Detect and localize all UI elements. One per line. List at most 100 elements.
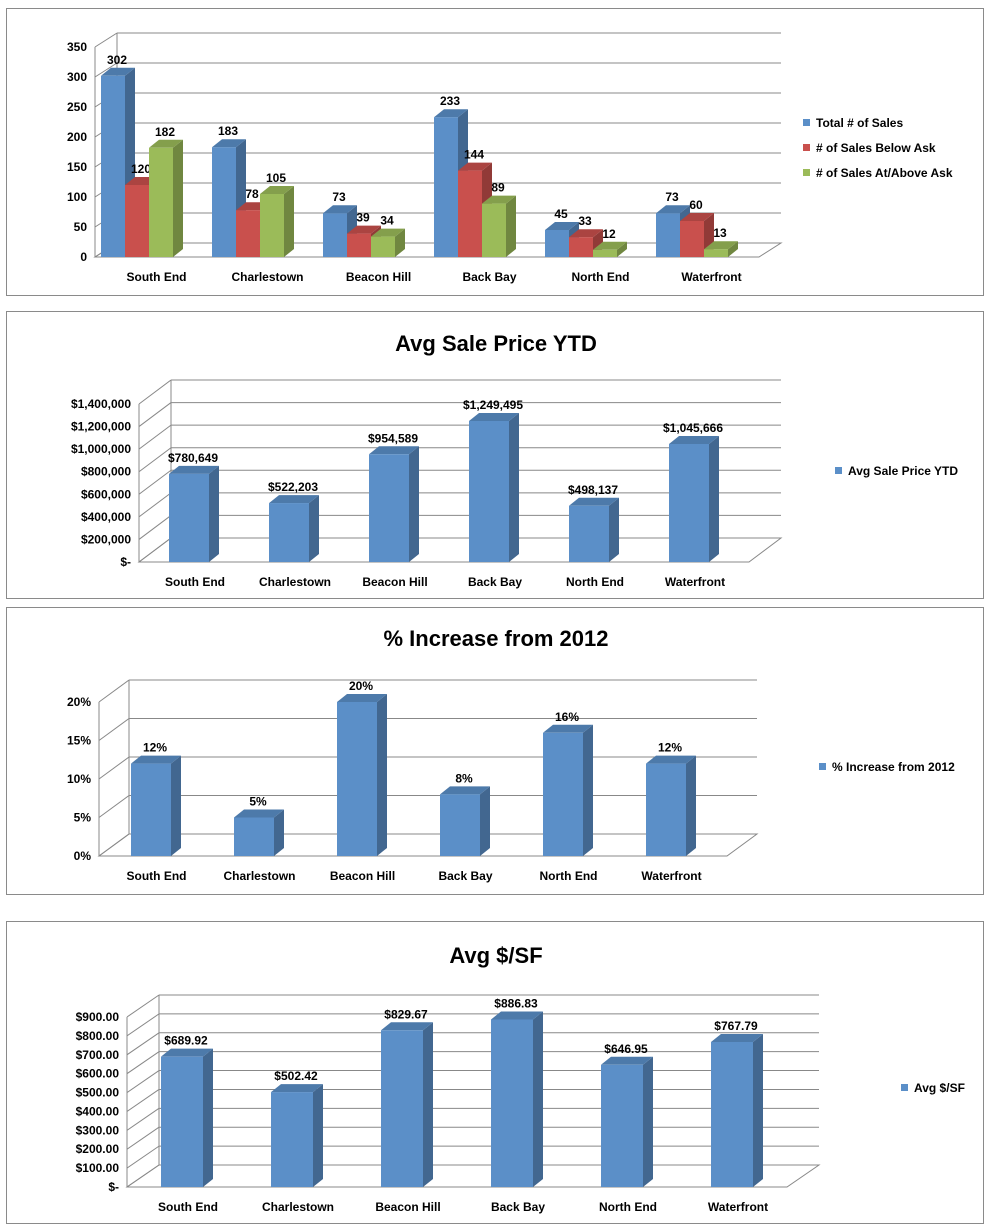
legend-label-total-of-sales: Total # of Sales <box>816 116 903 130</box>
bar-avg-sf-north-end <box>601 1064 643 1187</box>
y-tick-label: 0 <box>80 250 87 264</box>
bar-increase-from-2012-beacon-hill-side <box>377 694 387 856</box>
bar-of-sales-at-above-ask-waterfront-top <box>704 241 738 250</box>
y-tick-label: $400,000 <box>81 510 131 524</box>
y-tick-label: $200,000 <box>81 532 131 546</box>
x-tick-label: Back Bay <box>462 270 516 284</box>
avg-price-per-sf-chart: Avg $/SF $- $100.00 $200.00 $300.00 $400.00 $5… <box>76 943 965 1214</box>
bar-of-sales-at-above-ask-south-end-side <box>173 139 183 257</box>
data-label: 73 <box>665 190 679 204</box>
x-tick-label: South End <box>158 1200 218 1214</box>
bar-avg-sale-price-ytd-charlestown <box>269 503 309 562</box>
x-tick-label: Back Bay <box>491 1200 545 1214</box>
bar-avg-sale-price-ytd-south-end <box>169 473 209 562</box>
legend-swatch-increase-from-2012 <box>819 763 826 770</box>
bar-of-sales-at-above-ask-waterfront <box>704 249 728 257</box>
chart-panel-avg-price-per-sf: Avg $/SF $- $100.00 $200.00 $300.00 $400.00 $5… <box>6 921 984 1224</box>
data-label: 12 <box>602 227 616 241</box>
bar-increase-from-2012-waterfront <box>646 763 686 856</box>
gridline-diagonal <box>138 492 172 518</box>
bar-of-sales-at-above-ask-north-end-top <box>593 241 627 250</box>
bar-total-of-sales-back-bay <box>434 117 458 257</box>
bar-avg-sf-waterfront-side <box>753 1033 763 1187</box>
bar-total-of-sales-beacon-hill-top <box>323 205 357 214</box>
x-tick-label: Back Bay <box>438 869 492 883</box>
data-label: 144 <box>464 148 484 162</box>
data-label: $498,137 <box>568 483 618 497</box>
bar-of-sales-at-above-ask-beacon-hill <box>371 236 395 257</box>
data-label: $829.67 <box>384 1007 428 1021</box>
x-tick-label: Charlestown <box>223 869 295 883</box>
x-tick-label: South End <box>165 575 225 589</box>
x-tick-label: Waterfront <box>681 270 741 284</box>
bar-of-sales-at-above-ask-back-bay <box>482 203 506 257</box>
data-label: 16% <box>555 710 579 724</box>
data-label: 73 <box>332 190 346 204</box>
y-tick-label: $600.00 <box>76 1067 120 1081</box>
bar-total-of-sales-north-end <box>545 230 569 257</box>
gridline-diagonal <box>98 833 130 857</box>
x-tick-label: Beacon Hill <box>375 1200 440 1214</box>
y-tick-label: $700.00 <box>76 1048 120 1062</box>
bar-total-of-sales-waterfront <box>656 213 680 257</box>
bar-increase-from-2012-charlestown <box>234 817 274 856</box>
bar-of-sales-below-ask-back-bay <box>458 170 482 257</box>
bar-of-sales-below-ask-beacon-hill-top <box>347 225 381 234</box>
legend-swatch-avg-sf <box>901 1084 908 1091</box>
bar-avg-sf-back-bay <box>491 1019 533 1187</box>
bar-avg-sf-charlestown-top <box>271 1084 323 1093</box>
bar-of-sales-at-above-ask-beacon-hill-top <box>371 228 405 237</box>
legend-swatch-total-of-sales <box>803 119 810 126</box>
y-tick-label: 200 <box>67 130 87 144</box>
bar-avg-sf-beacon-hill-top <box>381 1022 433 1031</box>
data-label: $502.42 <box>274 1069 318 1083</box>
y-tick-label: $100.00 <box>76 1161 120 1175</box>
bar-avg-sale-price-ytd-waterfront-top <box>669 435 719 444</box>
data-label: $522,203 <box>268 480 318 494</box>
bar-of-sales-below-ask-south-end <box>125 185 149 257</box>
data-label: 78 <box>245 187 259 201</box>
x-tick-label: Beacon Hill <box>346 270 411 284</box>
bar-increase-from-2012-waterfront-top <box>646 755 696 764</box>
bar-increase-from-2012-back-bay-top <box>440 786 490 795</box>
bar-avg-sale-price-ytd-south-end-side <box>209 465 219 562</box>
y-tick-label: 150 <box>67 160 87 174</box>
bar-avg-sf-south-end-side <box>203 1048 213 1187</box>
y-tick-label: $800,000 <box>81 465 131 479</box>
bar-increase-from-2012-south-end <box>131 763 171 856</box>
y-tick-label: $1,400,000 <box>71 397 131 411</box>
bar-of-sales-at-above-ask-north-end <box>593 249 617 257</box>
data-label: 12% <box>143 741 167 755</box>
bar-of-sales-at-above-ask-charlestown-side <box>284 186 294 257</box>
data-label: 12% <box>658 741 682 755</box>
x-tick-label: Charlestown <box>231 270 303 284</box>
sales-counts-chart: 0 50 100 150 200 250 300 350 South End 302 120 182 C… <box>67 32 953 284</box>
bar-avg-sale-price-ytd-beacon-hill-side <box>409 446 419 562</box>
y-tick-label: 0% <box>74 849 92 863</box>
bar-avg-sf-waterfront-top <box>711 1033 763 1042</box>
bar-avg-sale-price-ytd-waterfront-side <box>709 435 719 562</box>
y-tick-label: 250 <box>67 100 87 114</box>
x-tick-label: North End <box>540 869 598 883</box>
data-label: $1,045,666 <box>663 421 723 435</box>
y-tick-label: 300 <box>67 70 87 84</box>
x-tick-label: North End <box>566 575 624 589</box>
gridline-diagonal <box>126 994 160 1018</box>
bar-avg-sale-price-ytd-back-bay-side <box>509 412 519 562</box>
data-label: 60 <box>689 198 703 212</box>
gridline-diagonal <box>138 379 172 405</box>
data-label: $886.83 <box>494 996 538 1010</box>
data-label: 183 <box>218 124 238 138</box>
y-tick-label: $400.00 <box>76 1104 120 1118</box>
bar-total-of-sales-back-bay-top <box>434 109 468 118</box>
bar-total-of-sales-south-end <box>101 75 125 257</box>
bar-avg-sf-north-end-side <box>643 1056 653 1187</box>
y-tick-label: $600,000 <box>81 487 131 501</box>
bar-of-sales-at-above-ask-beacon-hill-side <box>395 228 405 257</box>
gridline-diagonal <box>138 402 172 427</box>
data-label: 182 <box>155 125 175 139</box>
bar-of-sales-below-ask-waterfront <box>680 221 704 257</box>
bar-of-sales-at-above-ask-back-bay-top <box>482 195 516 204</box>
y-tick-label: $1,200,000 <box>71 420 131 434</box>
legend-label-increase-from-2012: % Increase from 2012 <box>832 760 955 774</box>
